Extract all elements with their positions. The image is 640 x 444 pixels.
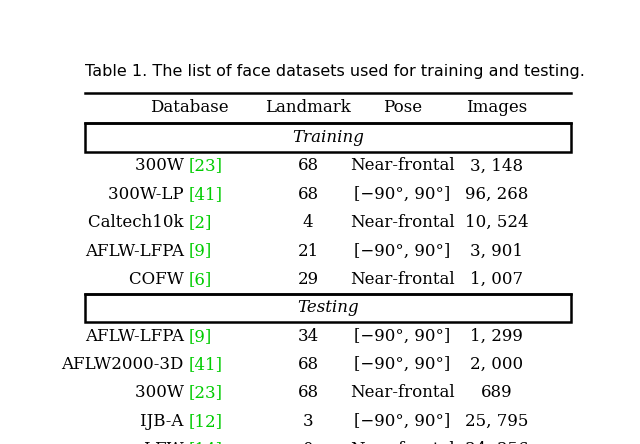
Text: 10, 524: 10, 524 xyxy=(465,214,529,231)
Text: Landmark: Landmark xyxy=(266,99,351,116)
Text: COFW: COFW xyxy=(129,271,189,288)
Text: 300W: 300W xyxy=(135,158,189,174)
Text: [2]: [2] xyxy=(189,214,212,231)
Text: [9]: [9] xyxy=(189,328,212,345)
Text: 68: 68 xyxy=(298,385,319,401)
Text: 3: 3 xyxy=(303,413,314,430)
Text: Table 1. The list of face datasets used for training and testing.: Table 1. The list of face datasets used … xyxy=(85,63,585,79)
Text: 300W: 300W xyxy=(135,385,189,401)
Text: Pose: Pose xyxy=(383,99,422,116)
Text: 68: 68 xyxy=(298,158,319,174)
Text: [12]: [12] xyxy=(189,413,223,430)
Text: 96, 268: 96, 268 xyxy=(465,186,529,203)
Text: 29: 29 xyxy=(298,271,319,288)
Text: Near-frontal: Near-frontal xyxy=(350,271,454,288)
Text: Database: Database xyxy=(150,99,228,116)
Text: 4: 4 xyxy=(303,214,314,231)
Text: [41]: [41] xyxy=(189,356,223,373)
Text: [6]: [6] xyxy=(189,271,212,288)
Text: [14]: [14] xyxy=(189,441,223,444)
Text: [23]: [23] xyxy=(189,158,223,174)
Text: 34: 34 xyxy=(298,328,319,345)
Text: 21: 21 xyxy=(298,242,319,260)
Bar xyxy=(85,293,571,322)
Text: Caltech10k: Caltech10k xyxy=(88,214,189,231)
Text: 25, 795: 25, 795 xyxy=(465,413,529,430)
Text: AFLW-LFPA: AFLW-LFPA xyxy=(85,328,189,345)
Text: IJB-A: IJB-A xyxy=(141,413,189,430)
Text: 2, 000: 2, 000 xyxy=(470,356,524,373)
Text: LFW: LFW xyxy=(144,441,189,444)
Text: 68: 68 xyxy=(298,186,319,203)
Text: 68: 68 xyxy=(298,356,319,373)
Text: Testing: Testing xyxy=(297,299,359,316)
Text: Near-frontal: Near-frontal xyxy=(350,214,454,231)
Text: 0: 0 xyxy=(303,441,314,444)
Text: Images: Images xyxy=(466,99,527,116)
Text: [9]: [9] xyxy=(189,242,212,260)
Text: Near-frontal: Near-frontal xyxy=(350,385,454,401)
Bar xyxy=(85,123,571,152)
Text: [23]: [23] xyxy=(189,385,223,401)
Text: AFLW2000-3D: AFLW2000-3D xyxy=(61,356,189,373)
Text: [−90°, 90°]: [−90°, 90°] xyxy=(355,186,451,203)
Text: 689: 689 xyxy=(481,385,513,401)
Text: 300W-LP: 300W-LP xyxy=(108,186,189,203)
Text: [−90°, 90°]: [−90°, 90°] xyxy=(355,356,451,373)
Text: 3, 901: 3, 901 xyxy=(470,242,523,260)
Text: Near-frontal: Near-frontal xyxy=(350,158,454,174)
Text: [−90°, 90°]: [−90°, 90°] xyxy=(355,242,451,260)
Text: 34, 356: 34, 356 xyxy=(465,441,529,444)
Text: Near-frontal: Near-frontal xyxy=(350,441,454,444)
Text: [−90°, 90°]: [−90°, 90°] xyxy=(355,328,451,345)
Text: [−90°, 90°]: [−90°, 90°] xyxy=(355,413,451,430)
Text: 1, 007: 1, 007 xyxy=(470,271,524,288)
Text: 1, 299: 1, 299 xyxy=(470,328,523,345)
Text: AFLW-LFPA: AFLW-LFPA xyxy=(85,242,189,260)
Text: 3, 148: 3, 148 xyxy=(470,158,524,174)
Text: Training: Training xyxy=(292,129,364,146)
Text: [41]: [41] xyxy=(189,186,223,203)
